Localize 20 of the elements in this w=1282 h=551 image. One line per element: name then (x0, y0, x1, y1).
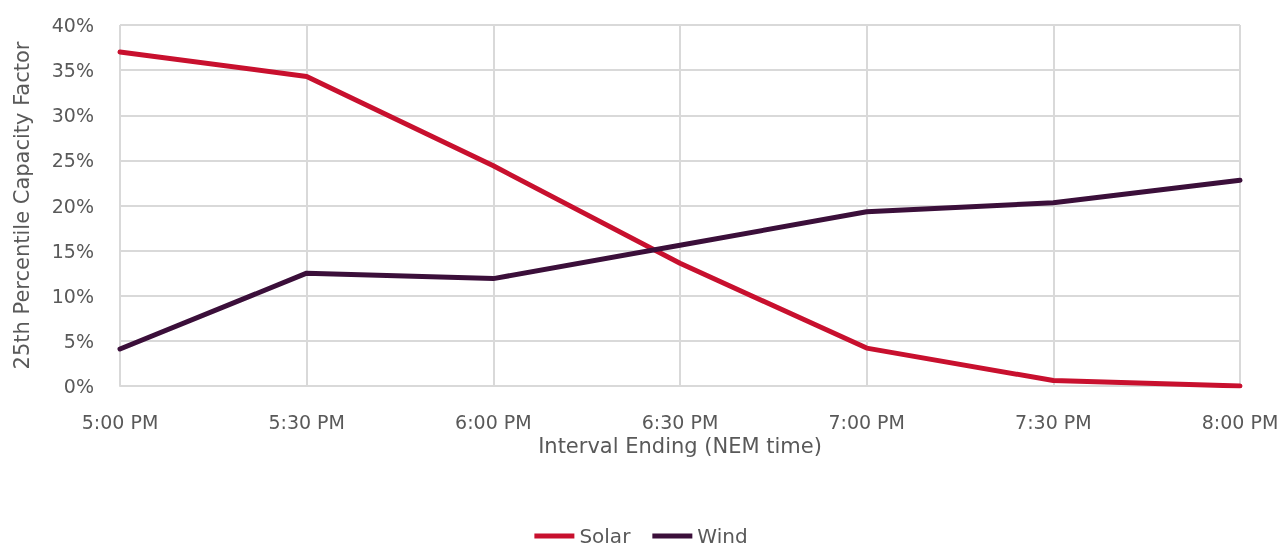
x-tick-label: 5:00 PM (81, 410, 159, 433)
x-tick-label: 7:30 PM (1015, 410, 1092, 433)
x-tick-label: 6:00 PM (455, 410, 532, 433)
y-tick-label: 5% (63, 329, 94, 352)
legend-label: Wind (697, 524, 748, 548)
x-axis-title: Interval Ending (NEM time) (538, 434, 822, 459)
y-tick-label: 20% (51, 194, 94, 217)
x-tick-label: 8:00 PM (1201, 410, 1279, 433)
y-tick-label: 40% (51, 14, 94, 36)
y-tick-label: 10% (51, 284, 94, 307)
y-tick-label: 30% (51, 104, 94, 127)
y-tick-label: 15% (51, 239, 94, 262)
legend-label: Solar (579, 524, 632, 548)
y-tick-label: 0% (63, 375, 94, 397)
x-tick-label: 6:30 PM (641, 410, 719, 433)
y-tick-label: 25% (51, 149, 94, 172)
x-tick-label: 7:00 PM (828, 410, 905, 433)
y-axis-title: 25th Percentile Capacity Factor (9, 41, 34, 370)
x-tick-label: 5:30 PM (268, 410, 345, 433)
y-tick-label: 35% (51, 59, 94, 82)
